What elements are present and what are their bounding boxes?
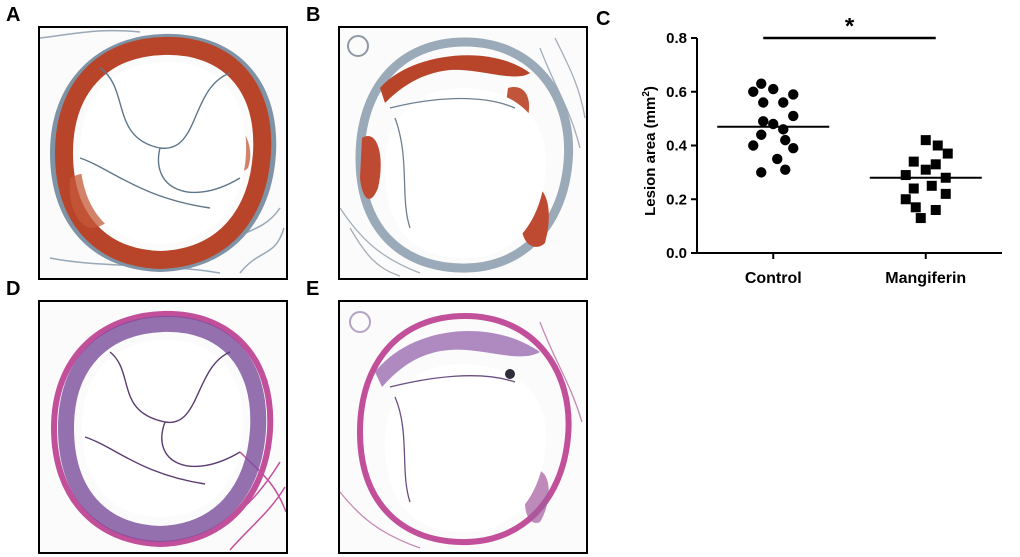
micrograph-e: [338, 300, 588, 554]
data-point-control: [788, 142, 799, 154]
data-point-control: [758, 97, 769, 108]
data-point-control: [788, 89, 799, 100]
significance-bar: *: [763, 18, 936, 40]
vessel-wall: [355, 37, 574, 273]
lesion-area-chart: 0.0 0.2 0.4 0.6 0.8 Control Mangiferin * Lesi…: [641, 18, 1002, 287]
data-point-mangiferin: [920, 135, 931, 146]
plaque-lobe: [360, 136, 381, 199]
data-point-mangiferin: [915, 213, 926, 224]
data-point-control: [748, 140, 759, 151]
y-tick-label: 0.8: [666, 30, 687, 47]
data-point-control: [756, 129, 767, 140]
micrograph-d: [38, 300, 288, 554]
data-point-control: [788, 110, 799, 122]
significance-star: *: [845, 18, 855, 40]
data-point-mangiferin: [930, 159, 941, 170]
panel-label-b: B: [306, 4, 321, 26]
panel-label-c: C: [596, 8, 611, 30]
micrograph-b-image: [340, 35, 586, 277]
data-point-mangiferin: [940, 188, 951, 199]
data-point-mangiferin: [908, 156, 919, 167]
vessel-wall: [356, 312, 572, 546]
y-axis-label-superscript: 2: [641, 91, 652, 97]
vessel-wall: [50, 310, 274, 548]
lumen: [385, 88, 547, 259]
x-tick-label: Control: [745, 270, 802, 287]
valve-leaflet: [79, 67, 241, 209]
micrograph-e-image: [340, 311, 583, 549]
data-point-mangiferin: [932, 140, 943, 151]
y-axis-label-text: Lesion area (mm: [642, 97, 659, 216]
data-point-mangiferin: [910, 202, 921, 213]
data-point-mangiferin: [926, 180, 937, 191]
valve-leaflet: [389, 375, 516, 503]
data-point-control: [756, 78, 767, 89]
y-tick-label: 0.6: [666, 84, 687, 101]
y-axis: 0.0 0.2 0.4 0.6 0.8: [666, 30, 698, 262]
data-point-mangiferin: [942, 148, 953, 159]
data-point-control: [756, 167, 767, 178]
valve-leaflet: [84, 351, 241, 485]
data-point-control: [780, 134, 791, 146]
panel-label-d: D: [6, 278, 21, 300]
data-point-control: [758, 116, 769, 127]
panel-label-a: A: [6, 4, 21, 26]
data-point-control: [772, 153, 783, 165]
plaque-cap: [375, 330, 540, 387]
data-point-mangiferin: [920, 164, 931, 175]
data-points: [748, 78, 953, 224]
data-point-mangiferin: [900, 170, 911, 181]
micrograph-a: [38, 26, 288, 280]
y-tick-label: 0.0: [666, 245, 687, 262]
x-tick-label: Mangiferin: [885, 270, 966, 287]
adventitial-vessel: [349, 311, 371, 333]
micrograph-a-image: [40, 29, 285, 274]
panel-label-e: E: [306, 278, 320, 300]
lumen: [385, 364, 547, 533]
data-point-control: [768, 83, 779, 95]
plaque-ring: [57, 315, 267, 543]
y-tick-label: 0.4: [666, 138, 688, 155]
data-point-control: [780, 164, 791, 175]
tissue-fibers: [340, 321, 583, 549]
y-axis-label: Lesion area (mm2): [641, 86, 659, 216]
data-point-mangiferin: [908, 183, 919, 194]
plaque-cap: [380, 55, 530, 103]
plaque-ring: [54, 36, 272, 270]
x-axis: Control Mangiferin: [697, 252, 1002, 287]
mean-lines: [717, 125, 982, 179]
lumen: [80, 61, 247, 245]
y-axis-label-close: ): [642, 86, 659, 91]
y-tick-label: 0.2: [666, 191, 687, 208]
data-point-mangiferin: [900, 194, 911, 205]
data-point-mangiferin: [930, 205, 941, 215]
valve-leaflet: [389, 97, 516, 229]
data-point-control: [778, 97, 789, 108]
data-point-control: [748, 86, 759, 97]
calcification-spot: [505, 369, 515, 379]
adventitial-vessel: [347, 35, 369, 57]
micrograph-b: [338, 26, 588, 280]
micrograph-d-image: [50, 310, 286, 551]
